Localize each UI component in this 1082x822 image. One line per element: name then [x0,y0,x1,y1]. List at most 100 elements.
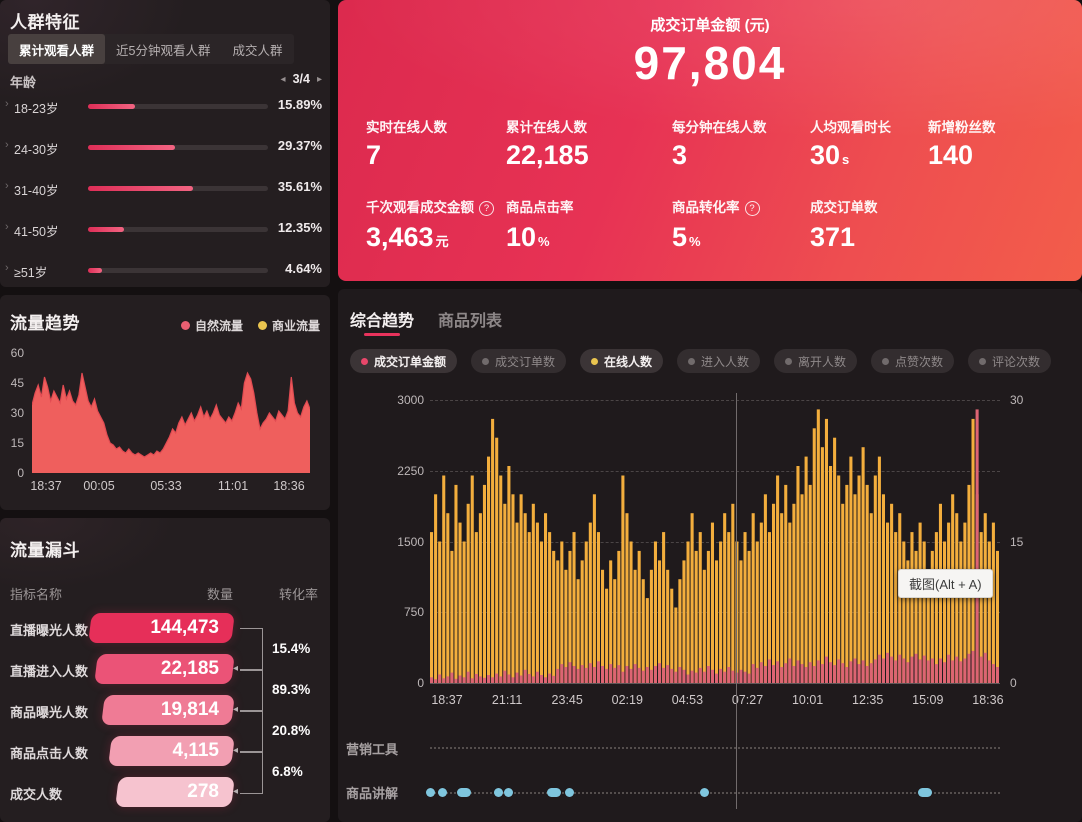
online-users-bar [491,418,495,683]
order-amount-bar [682,669,686,683]
online-users-bar [674,607,678,683]
online-users-bar [784,484,788,683]
online-users-bar [596,532,600,683]
online-users-bar [922,541,926,683]
online-users-bar [731,503,735,683]
order-amount-bar [601,666,605,683]
trend-tab-1[interactable]: 商品列表 [438,313,503,330]
order-amount-bar [849,661,853,683]
online-users-bar [719,541,723,683]
explain-dot[interactable] [426,788,435,797]
online-users-bar [955,513,959,683]
funnel-row-label: 直播曝光人数 [10,623,89,638]
explain-dot[interactable] [494,788,503,797]
right-y-tick: 15 [1010,534,1024,549]
chip-1[interactable]: 成交订单数 [471,349,567,373]
explain-dot[interactable] [565,788,574,797]
order-amount-bar [910,656,914,683]
online-users-bar [572,532,576,683]
legend-dot-icon [257,321,267,330]
explain-dot[interactable] [918,788,933,797]
audience-tabs: 累计观看人群 近5分钟观看人群 成交人群 [8,34,294,64]
traffic-area-chart [32,371,310,473]
explain-dot[interactable] [547,788,562,797]
chip-6[interactable]: 评论次数 [968,349,1052,373]
legend-item-0[interactable]: 自然流量 [180,317,243,334]
explain-dot[interactable] [504,788,513,797]
online-users-bar [710,522,714,683]
traffic-x-tick: 18:37 [30,479,62,493]
order-amount-bar [869,663,873,683]
chip-3[interactable]: 进入人数 [677,349,761,373]
pager-next-icon[interactable]: ▸ [316,73,322,85]
online-users-bar [592,494,596,683]
explain-dot[interactable] [700,788,709,797]
online-users-bar [625,513,629,683]
order-amount-bar [719,668,723,683]
online-users-bar [918,522,922,683]
crosshair-line [736,393,737,809]
order-amount-bar [759,662,763,683]
funnel-bar-value: 19,814 [160,699,219,720]
order-amount-bar [478,676,482,683]
order-amount-bar [482,677,486,683]
funnel-row-label: 商品点击人数 [10,746,89,761]
explain-dot[interactable] [457,788,472,797]
audience-tab-1[interactable]: 近5分钟观看人群 [116,43,211,58]
order-amount-bar [568,662,572,683]
order-amount-bar [796,660,800,683]
trend-x-tick: 12:35 [852,693,884,707]
audience-tab-0[interactable]: 累计观看人群 [8,34,106,64]
tab-underline [364,333,400,336]
order-amount-bar [499,676,503,683]
online-users-bar [780,513,784,683]
order-amount-bar [841,663,845,683]
online-users-bar [829,466,833,683]
funnel-connector [240,710,263,753]
online-users-bar [947,522,951,683]
traffic-y-tick: 30 [10,406,24,420]
online-users-bar [763,494,767,683]
trend-tab-0[interactable]: 综合趋势 [350,307,414,336]
pager-prev-icon[interactable]: ◂ [280,73,286,85]
chip-2[interactable]: 在线人数 [580,349,664,373]
chip-5[interactable]: 点赞次数 [871,349,955,373]
metric-label: 成交订单数 [810,200,878,215]
traffic-x-tick: 18:36 [273,479,305,493]
online-users-bar [987,541,991,683]
order-amount-bar [613,667,617,683]
metric-label: 千次观看成交金额? [366,196,494,216]
order-amount-bar [592,667,596,683]
trend-x-tick: 07:27 [731,693,764,707]
traffic-trend-title: 流量趋势 [10,314,80,333]
audience-tab-2[interactable]: 成交人群 [232,43,283,58]
funnel-conversion-rate: 20.8% [272,722,311,738]
age-row-marker-icon: › [5,221,9,233]
chip-4[interactable]: 离开人数 [774,349,858,373]
age-bar-fill [88,104,135,109]
online-users-bar [560,541,564,683]
online-users-bar [446,513,450,683]
age-row-label: 31-40岁 [14,184,59,198]
online-users-bar [434,494,438,683]
traffic-y-tick: 15 [10,436,24,450]
chip-0[interactable]: 成交订单金额 [350,349,458,373]
age-bar-fill [88,186,193,191]
order-amount-bar [930,658,934,683]
composite-bar-chart [430,409,999,683]
metric-value: 3,463 元 [366,222,449,252]
order-amount-bar [576,668,580,683]
order-amount-bar [829,662,833,683]
online-users-bar [943,541,947,683]
help-icon[interactable]: ? [744,201,760,216]
gmv-label: 成交订单金额 (元) [650,17,770,34]
online-users-bar [759,522,763,683]
explain-dot[interactable] [438,788,447,797]
help-icon[interactable]: ? [479,201,494,216]
order-amount-bar [629,668,633,683]
order-amount-bar [609,664,613,683]
funnel-row-label: 成交人数 [10,787,63,802]
age-row-percent: 4.64% [285,261,322,276]
order-amount-bar [442,678,446,683]
legend-item-1[interactable]: 商业流量 [257,317,320,334]
